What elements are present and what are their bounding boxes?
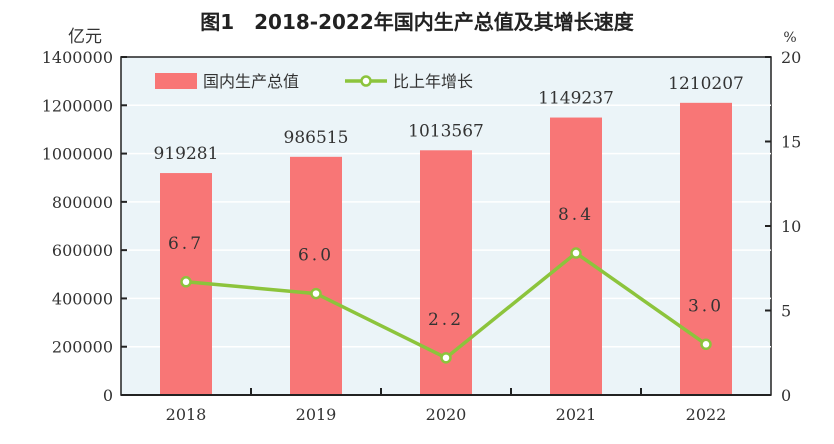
left-tick-label: 200000 — [52, 338, 113, 357]
legend-bar-label: 国内生产总值 — [203, 72, 299, 91]
legend-line-marker — [360, 75, 372, 87]
growth-value-label: 2.2 — [428, 310, 464, 330]
left-tick-label: 400000 — [52, 289, 113, 308]
left-tick-label: 1400000 — [42, 48, 113, 67]
growth-value-label: 6.7 — [168, 234, 204, 254]
right-axis-label: % — [783, 30, 796, 46]
x-tick-label: 2022 — [686, 405, 727, 424]
right-tick-label: 20 — [781, 48, 801, 67]
growth-value-label: 6.0 — [298, 246, 334, 266]
chart-title: 图1 2018-2022年国内生产总值及其增长速度 — [200, 10, 634, 34]
right-tick-label: 0 — [781, 386, 791, 405]
left-axis-label: 亿元 — [68, 27, 102, 47]
right-tick-label: 15 — [781, 133, 801, 152]
left-tick-label: 0 — [103, 386, 113, 405]
x-tick-label: 2020 — [426, 405, 467, 424]
growth-point-2018 — [180, 276, 192, 288]
x-tick-label: 2019 — [296, 405, 337, 424]
bar-2019 — [290, 156, 342, 395]
bar-value-label: 919281 — [154, 144, 219, 164]
left-tick-label: 800000 — [52, 193, 113, 212]
left-tick-label: 1000000 — [42, 145, 113, 164]
growth-point-2020 — [440, 352, 452, 364]
growth-point-2021 — [570, 247, 582, 259]
growth-value-label: 8.4 — [558, 205, 594, 225]
legend-bar-swatch — [155, 73, 197, 89]
left-tick-label: 600000 — [52, 241, 113, 260]
bar-value-label: 986515 — [284, 128, 349, 148]
legend-line-label: 比上年增长 — [393, 72, 473, 91]
bar-value-label: 1210207 — [668, 74, 744, 94]
bar-value-label: 1013567 — [408, 121, 484, 141]
growth-point-2022 — [700, 338, 712, 351]
growth-value-label: 3.0 — [688, 296, 724, 316]
right-tick-label: 10 — [781, 217, 801, 236]
right-tick-label: 5 — [781, 302, 791, 321]
bar-2022 — [680, 102, 732, 396]
bar-value-label: 1149237 — [538, 89, 614, 109]
x-tick-label: 2018 — [166, 405, 207, 424]
left-tick-label: 1200000 — [42, 96, 113, 115]
growth-point-2019 — [310, 287, 322, 300]
x-tick-label: 2021 — [556, 405, 597, 424]
